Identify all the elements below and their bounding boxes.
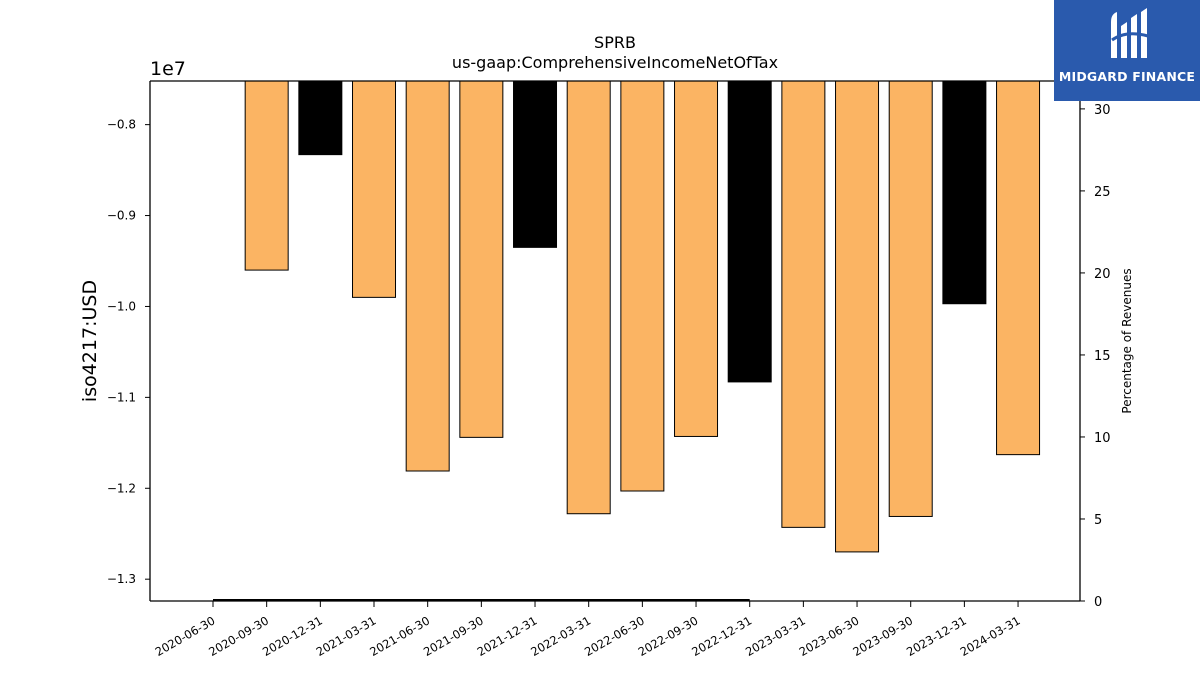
x-tick-label: 2024-03-31 — [958, 613, 1023, 659]
chart-subtitle: us-gaap:ComprehensiveIncomeNetOfTax — [452, 53, 778, 72]
chart-title: SPRB — [594, 33, 636, 52]
y-axis-label: iso4217:USD — [79, 280, 101, 402]
x-tick-label: 2020-12-31 — [260, 613, 325, 659]
logo-text: MIDGARD FINANCE — [1058, 69, 1196, 84]
x-tick-label: 2022-03-31 — [528, 613, 593, 659]
bar — [352, 80, 397, 298]
y2-axis-label: Percentage of Revenues — [1120, 268, 1134, 413]
y-tick-label: −1.2 — [107, 481, 136, 495]
bar — [405, 80, 450, 472]
bar — [459, 80, 504, 438]
bar — [620, 80, 665, 492]
y2-tick-label: 30 — [1094, 103, 1111, 118]
y2-tick-label: 0 — [1094, 595, 1102, 610]
bar — [942, 80, 987, 305]
y2-tick-label: 20 — [1094, 267, 1111, 282]
y2-tick-label: 15 — [1094, 349, 1111, 364]
y-tick-label: −1.1 — [107, 390, 136, 404]
bar — [674, 80, 719, 437]
x-tick-label: 2023-09-30 — [850, 613, 915, 659]
x-tick-label: 2020-06-30 — [153, 613, 218, 659]
bar — [996, 80, 1041, 456]
bar — [244, 80, 289, 271]
x-tick-label: 2022-06-30 — [582, 613, 647, 659]
bar — [781, 80, 826, 528]
bar — [888, 80, 933, 517]
x-tick-label: 2021-03-31 — [314, 613, 379, 659]
bar — [727, 80, 772, 383]
y2-tick-label: 25 — [1094, 185, 1111, 200]
y-tick-label: −1.0 — [107, 299, 136, 313]
x-tick-label: 2023-12-31 — [904, 613, 969, 659]
y-tick-label: −1.3 — [107, 572, 136, 586]
x-tick-label: 2022-12-31 — [689, 613, 754, 659]
bar — [513, 80, 558, 248]
x-tick-label: 2021-12-31 — [475, 613, 540, 659]
midgard-finance-logo: MIDGARD FINANCE — [1054, 0, 1200, 101]
x-tick-label: 2023-03-31 — [743, 613, 808, 659]
y2-tick-label: 5 — [1094, 513, 1102, 528]
y2-tick-label: 10 — [1094, 431, 1111, 446]
x-tick-label: 2023-06-30 — [797, 613, 862, 659]
bar — [298, 80, 343, 156]
y-tick-label: −0.8 — [107, 118, 136, 132]
logo-icon — [1111, 8, 1149, 58]
x-tick-label: 2021-09-30 — [421, 613, 486, 659]
x-tick-label: 2022-09-30 — [636, 613, 701, 659]
bar — [566, 80, 611, 515]
bar — [835, 80, 880, 553]
x-tick-label: 2021-06-30 — [367, 613, 432, 659]
y-tick-label: −0.9 — [107, 209, 136, 223]
y-offset-label: 1e7 — [150, 58, 186, 80]
x-tick-label: 2020-09-30 — [206, 613, 271, 659]
